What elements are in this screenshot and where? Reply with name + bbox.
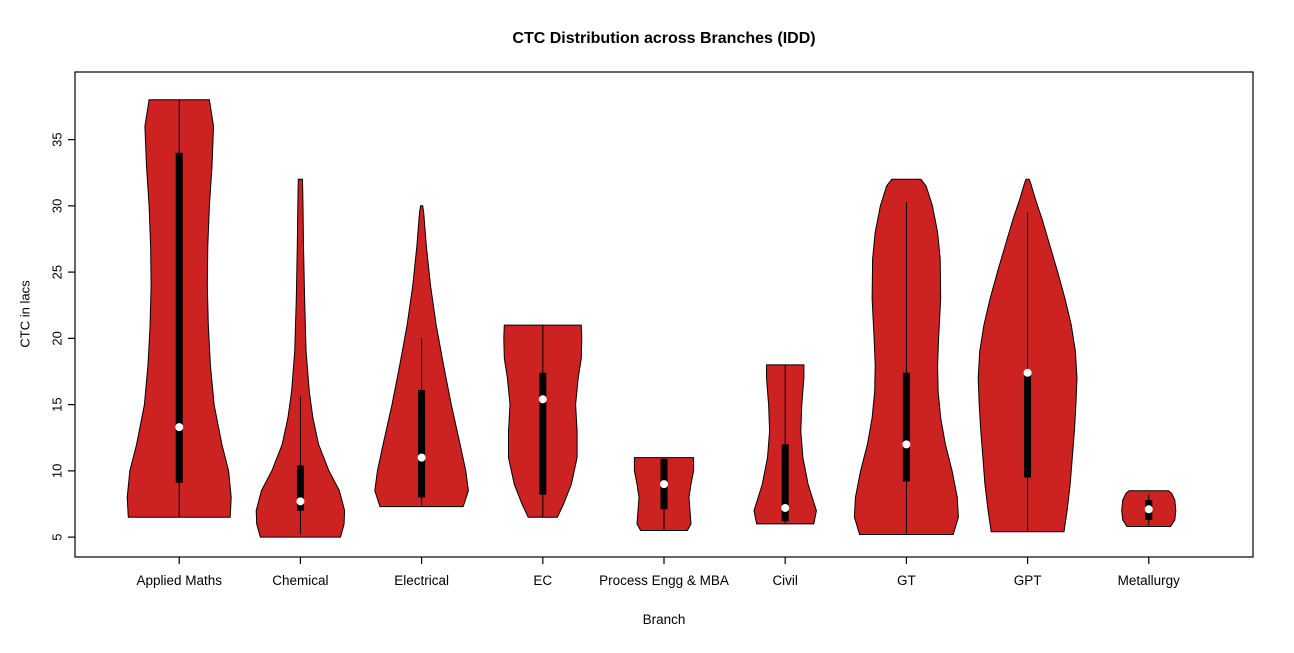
x-tick-label-chemical: Chemical [272,573,328,588]
x-tick-label-gt: GT [897,573,916,588]
iqr-box [539,372,547,495]
x-tick-label-metallurgy: Metallurgy [1118,573,1181,588]
iqr-box [902,372,910,482]
x-tick-label-ec: EC [533,573,552,588]
median-dot [538,395,547,404]
y-tick-label: 25 [50,265,65,279]
iqr-box [418,390,426,498]
violin-civil [753,364,817,525]
x-tick-label-process-engg-mba: Process Engg & MBA [599,573,729,588]
x-tick-label-civil: Civil [772,573,798,588]
x-tick-label-gpt: GPT [1014,573,1042,588]
violin-gpt [977,178,1078,533]
median-dot [781,503,790,512]
y-tick-label: 30 [50,199,65,213]
median-dot [660,480,668,489]
violin-gt [853,178,959,535]
median-dot [902,440,911,449]
iqr-box [296,465,304,511]
y-tick-label: 15 [50,397,65,411]
violin-body [255,178,346,538]
violin-chemical [255,178,346,538]
median-dot [296,497,305,506]
x-axis-label: Branch [642,612,686,627]
iqr-box [1024,371,1032,478]
median-dot [1023,368,1032,377]
iqr-box [175,152,183,483]
median-dot [1144,505,1153,514]
violin-ec [503,324,583,518]
median-dot [175,423,184,432]
x-tick-label-applied-maths: Applied Maths [136,573,222,588]
x-tick-label-electrical: Electrical [394,573,449,588]
y-tick-label: 35 [50,132,65,146]
violin-metallurgy [1121,490,1177,527]
chart-title: CTC Distribution across Branches (IDD) [512,30,816,47]
y-tick-label: 20 [50,331,65,345]
y-tick-label: 10 [50,464,65,478]
y-tick-label: 5 [50,534,65,541]
violin-process-engg-mba [633,457,695,531]
violin-electrical [374,205,469,508]
iqr-box [781,444,789,522]
violin-applied-maths [126,99,232,518]
median-dot [417,453,426,462]
